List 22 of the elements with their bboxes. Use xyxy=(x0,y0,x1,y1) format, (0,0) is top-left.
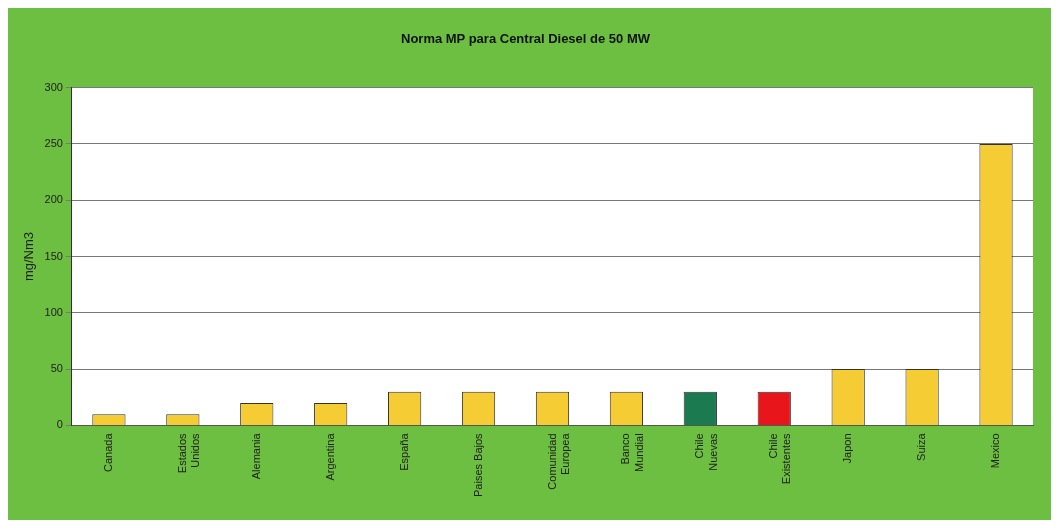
y-tick-label: 150 xyxy=(44,249,63,262)
x-tick-label: Chile Nuevas xyxy=(693,432,719,471)
x-tick-label: Canada xyxy=(101,432,114,472)
x-tick-label: Comunidad Europea xyxy=(545,432,571,490)
chart-title: Norma MP para Central Diesel de 50 MW xyxy=(400,31,651,47)
y-tick-label: 300 xyxy=(44,80,63,93)
x-tick-label: Alemania xyxy=(249,432,262,480)
x-tick-label: Argentina xyxy=(323,432,336,481)
x-tick-label: Paises Bajos xyxy=(471,432,484,498)
x-tick-label: Banco Mundial xyxy=(619,433,645,472)
x-tick-label: Chile Existentes xyxy=(767,432,793,485)
y-tick-label: 50 xyxy=(50,362,63,375)
x-tick-label: Estados Unidos xyxy=(175,432,202,474)
y-tick-label: 0 xyxy=(56,418,63,431)
y-tick-label: 200 xyxy=(44,193,63,206)
y-tick-label: 250 xyxy=(44,136,63,149)
x-tick-label: Japon xyxy=(841,433,854,464)
y-axis-title: mg/Nm3 xyxy=(21,231,37,282)
x-tick-label: Suiza xyxy=(915,432,928,461)
y-tick-label: 100 xyxy=(44,305,63,318)
x-tick-label: España xyxy=(397,432,410,471)
x-tick-label: Mexico xyxy=(989,433,1002,469)
